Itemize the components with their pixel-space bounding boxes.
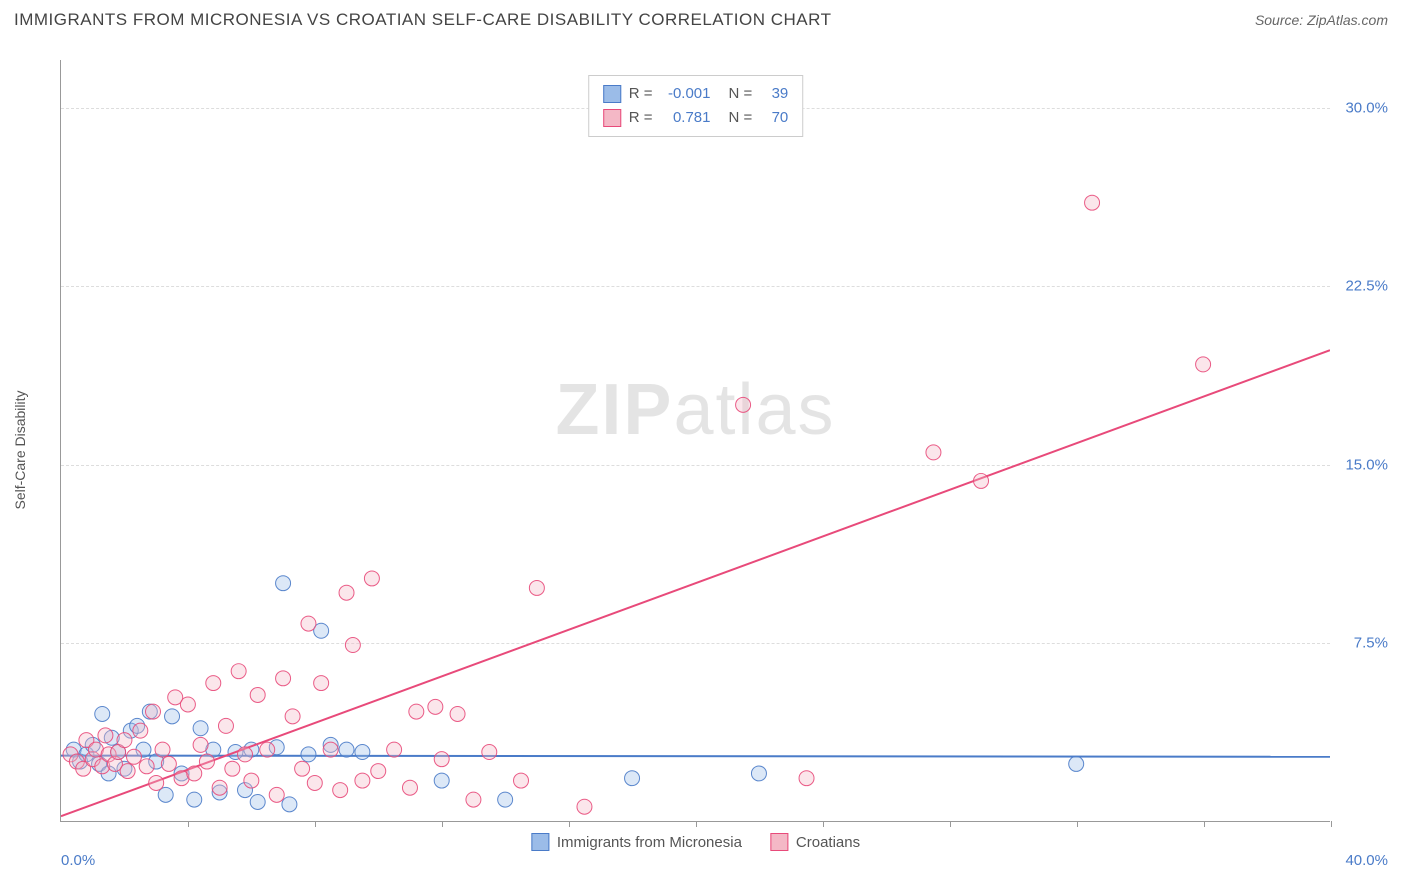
source-attribution: Source: ZipAtlas.com bbox=[1255, 12, 1388, 28]
y-tick-label: 30.0% bbox=[1345, 99, 1388, 116]
y-tick-label: 15.0% bbox=[1345, 456, 1388, 473]
chart-container: Self-Care Disability ZIPatlas 7.5%15.0%2… bbox=[50, 45, 1390, 855]
x-axis-min-label: 0.0% bbox=[61, 852, 95, 869]
swatch-series-1 bbox=[603, 85, 621, 103]
swatch-series-1-bottom bbox=[531, 833, 549, 851]
y-tick-label: 22.5% bbox=[1345, 278, 1388, 295]
chart-title: IMMIGRANTS FROM MICRONESIA VS CROATIAN S… bbox=[14, 10, 831, 30]
y-tick-label: 7.5% bbox=[1354, 635, 1388, 652]
x-axis-max-label: 40.0% bbox=[1345, 852, 1388, 869]
legend-series-names: Immigrants from Micronesia Croatians bbox=[531, 833, 860, 851]
swatch-series-2 bbox=[603, 109, 621, 127]
legend-item-series-1: Immigrants from Micronesia bbox=[531, 833, 742, 851]
legend-row-series-1: R = -0.001 N = 39 bbox=[603, 82, 789, 106]
legend-item-series-2: Croatians bbox=[770, 833, 860, 851]
header: IMMIGRANTS FROM MICRONESIA VS CROATIAN S… bbox=[0, 0, 1406, 38]
plot-area: ZIPatlas 7.5%15.0%22.5%30.0% R = -0.001 … bbox=[60, 60, 1330, 822]
legend-stats-box: R = -0.001 N = 39 R = 0.781 N = 70 bbox=[588, 75, 804, 137]
legend-row-series-2: R = 0.781 N = 70 bbox=[603, 106, 789, 130]
swatch-series-2-bottom bbox=[770, 833, 788, 851]
y-axis-label: Self-Care Disability bbox=[12, 390, 28, 509]
scatter-plot-svg bbox=[61, 60, 1330, 821]
